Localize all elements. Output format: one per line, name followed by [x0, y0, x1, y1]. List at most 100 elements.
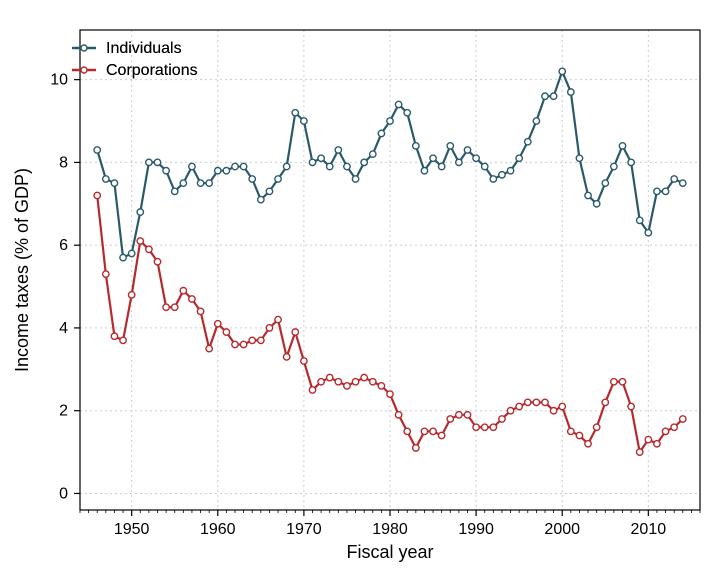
legend-swatch-marker	[81, 67, 87, 73]
legend-label-text: Individuals	[106, 40, 182, 57]
series-marker-1	[593, 424, 599, 430]
series-marker-1	[197, 308, 203, 314]
series-marker-1	[516, 403, 522, 409]
series-marker-1	[421, 428, 427, 434]
series-marker-0	[473, 155, 479, 161]
series-marker-1	[507, 407, 513, 413]
series-marker-1	[464, 412, 470, 418]
xtick-label: 1980	[372, 521, 408, 538]
series-marker-1	[215, 321, 221, 327]
series-marker-1	[163, 304, 169, 310]
series-marker-0	[421, 167, 427, 173]
series-marker-0	[499, 172, 505, 178]
series-marker-0	[266, 188, 272, 194]
ytick-label: 2	[59, 403, 68, 420]
ytick-label: 0	[59, 485, 68, 502]
xtick-label: 2010	[631, 521, 667, 538]
series-marker-0	[619, 143, 625, 149]
series-marker-0	[628, 159, 634, 165]
series-marker-0	[128, 250, 134, 256]
series-marker-0	[172, 188, 178, 194]
series-marker-1	[283, 354, 289, 360]
series-marker-0	[103, 176, 109, 182]
series-marker-0	[559, 68, 565, 74]
series-marker-0	[447, 143, 453, 149]
series-marker-1	[137, 238, 143, 244]
series-marker-1	[146, 246, 152, 252]
series-marker-1	[240, 341, 246, 347]
series-marker-1	[172, 304, 178, 310]
series-marker-0	[430, 155, 436, 161]
chart-svg: 19501960197019801990200020100246810Fisca…	[0, 0, 720, 576]
series-marker-1	[525, 399, 531, 405]
series-marker-0	[283, 163, 289, 169]
series-marker-1	[671, 424, 677, 430]
series-marker-1	[395, 412, 401, 418]
series-marker-0	[189, 163, 195, 169]
series-marker-0	[576, 155, 582, 161]
series-marker-1	[499, 416, 505, 422]
series-marker-1	[602, 399, 608, 405]
series-marker-1	[309, 387, 315, 393]
series-marker-1	[413, 445, 419, 451]
series-marker-0	[507, 167, 513, 173]
ytick-label: 6	[59, 237, 68, 254]
series-marker-1	[447, 416, 453, 422]
series-marker-0	[301, 118, 307, 124]
series-marker-1	[301, 358, 307, 364]
series-marker-1	[266, 325, 272, 331]
series-marker-1	[223, 329, 229, 335]
series-marker-0	[542, 93, 548, 99]
series-marker-1	[258, 337, 264, 343]
series-marker-0	[680, 180, 686, 186]
series-marker-1	[438, 432, 444, 438]
series-marker-0	[395, 101, 401, 107]
series-marker-1	[490, 424, 496, 430]
series-marker-0	[318, 155, 324, 161]
series-marker-0	[585, 192, 591, 198]
series-marker-1	[585, 441, 591, 447]
series-marker-0	[344, 163, 350, 169]
x-axis-label: Fiscal year	[346, 542, 433, 562]
legend-label-text: Corporations	[106, 62, 198, 79]
series-marker-1	[550, 407, 556, 413]
series-marker-1	[154, 259, 160, 265]
series-marker-1	[275, 316, 281, 322]
series-marker-0	[525, 139, 531, 145]
series-marker-0	[361, 159, 367, 165]
series-marker-0	[180, 180, 186, 186]
series-marker-0	[550, 93, 556, 99]
series-marker-0	[146, 159, 152, 165]
series-marker-0	[645, 230, 651, 236]
series-marker-0	[309, 159, 315, 165]
series-marker-0	[413, 143, 419, 149]
series-marker-1	[103, 271, 109, 277]
series-marker-0	[654, 188, 660, 194]
series-marker-1	[619, 379, 625, 385]
series-marker-1	[662, 428, 668, 434]
series-marker-0	[387, 118, 393, 124]
income-taxes-chart: 19501960197019801990200020100246810Fisca…	[0, 0, 720, 576]
legend-swatch-marker	[81, 45, 87, 51]
series-marker-0	[516, 155, 522, 161]
series-marker-0	[206, 180, 212, 186]
series-marker-1	[456, 412, 462, 418]
series-marker-1	[370, 379, 376, 385]
xtick-label: 1950	[114, 521, 150, 538]
series-marker-0	[232, 163, 238, 169]
series-marker-0	[456, 159, 462, 165]
series-marker-0	[240, 163, 246, 169]
series-marker-1	[318, 379, 324, 385]
series-marker-0	[637, 217, 643, 223]
series-marker-0	[215, 167, 221, 173]
y-axis-label: Income taxes (% of GDP)	[12, 168, 32, 372]
series-marker-0	[120, 254, 126, 260]
series-marker-0	[593, 201, 599, 207]
series-marker-1	[542, 399, 548, 405]
series-marker-1	[206, 345, 212, 351]
ytick-label: 8	[59, 154, 68, 171]
series-marker-0	[352, 176, 358, 182]
series-marker-1	[645, 436, 651, 442]
ytick-label: 4	[59, 320, 68, 337]
series-marker-1	[232, 341, 238, 347]
